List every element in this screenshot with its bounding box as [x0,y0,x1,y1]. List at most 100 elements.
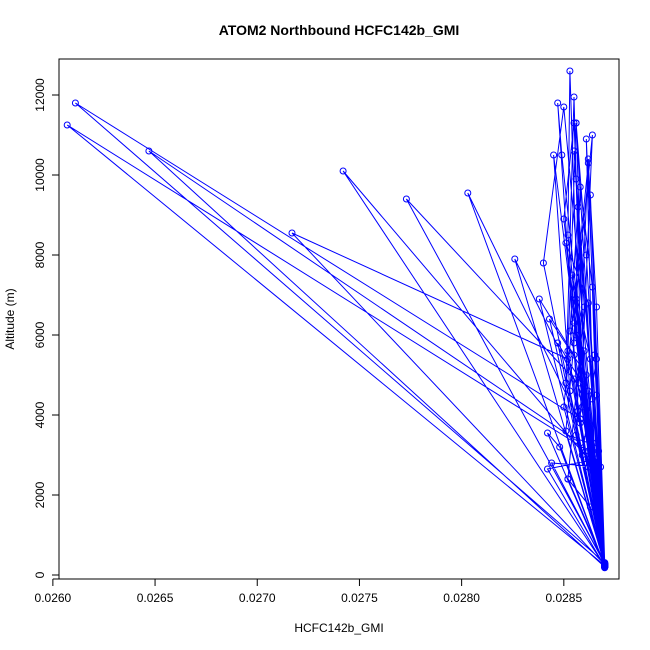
data-point [63,121,71,129]
y-tick-label: 2000 [33,481,47,508]
data-point [584,455,592,463]
data-point [572,431,580,439]
data-point [570,319,578,327]
data-point [576,415,584,423]
data-point [582,435,590,443]
data-point [566,67,574,75]
data-point [570,119,578,127]
data-point [601,563,609,571]
data-point [586,191,594,199]
data-point [595,447,603,455]
data-point [570,351,578,359]
data-point [591,467,598,475]
x-tick-label: 0.0270 [239,591,276,605]
data-point [578,391,586,399]
data-point [564,475,572,483]
chart-title: ATOM2 Northbound HCFC142b_GMI [219,22,460,38]
x-axis: 0.0260 0.0265 0.0270 0.0275 0.0280 0.0285 [35,578,582,605]
data-point [511,255,519,263]
data-point [574,407,582,415]
data-point [464,189,472,197]
data-point [562,427,570,435]
data-point [560,215,568,223]
data-point [560,103,568,111]
data-point [576,183,584,191]
data-point [570,339,578,347]
data-point [576,439,584,447]
data-point [591,351,598,359]
data-point [544,465,551,473]
data-point [574,203,582,211]
data-point [576,379,584,387]
x-tick-label: 0.0260 [35,591,72,605]
data-point [546,315,553,323]
data-point [584,419,592,427]
data-point [548,459,556,467]
data-point [554,339,562,347]
data-point [576,419,584,427]
data-point [560,403,568,411]
data-point [539,259,547,267]
data-point [550,151,558,159]
data-point [564,347,572,355]
data-point [584,155,592,163]
data-point [593,455,600,463]
data-point [593,303,600,311]
data-point [570,93,578,101]
data-point [591,443,598,451]
x-tick-label: 0.0285 [545,591,582,605]
data-point [71,99,79,107]
data-point [572,331,580,339]
series-line [66,70,606,569]
data-point [582,371,590,379]
data-point [562,379,570,387]
data-point [558,151,566,159]
data-point [584,159,592,167]
data-point [588,131,596,139]
data-point [566,327,574,335]
y-axis-title: Altitude (m) [3,288,17,349]
y-tick-label: 6000 [33,321,47,348]
data-point [584,387,592,395]
data-point [593,439,600,447]
data-point [582,251,590,259]
data-point [572,175,580,183]
data-point [570,375,578,383]
y-tick-label: 4000 [33,401,47,428]
x-axis-title: HCFC142b_GMI [294,621,383,635]
data-point [580,303,588,311]
data-point [578,403,586,411]
data-point [588,283,596,291]
y-axis: 0 2000 4000 6000 8000 10000 12000 [33,78,60,578]
data-point [288,229,296,237]
data-point [584,299,592,307]
data-point [586,503,594,511]
plot-area-frame [58,58,620,580]
data-point [544,429,551,437]
data-point [597,463,605,471]
data-point [564,355,572,363]
y-tick-label: 0 [33,571,47,578]
data-point [582,135,590,143]
data-point [580,383,588,391]
data-point [562,239,570,247]
data-point [584,447,592,455]
data-point [580,347,588,355]
data-point [554,99,562,107]
x-tick-label: 0.0275 [341,591,378,605]
data-point [588,395,596,403]
data-point [572,295,580,303]
data-point [402,195,410,203]
data-point [570,147,578,155]
data-point [593,391,600,399]
y-tick-label: 12000 [33,78,47,112]
y-tick-label: 8000 [33,241,47,268]
x-tick-label: 0.0280 [443,591,480,605]
data-point [535,295,543,303]
data-point [572,119,580,127]
data-point [145,147,153,155]
data-point [568,271,576,279]
data-point [339,167,347,175]
data-point [566,387,574,395]
